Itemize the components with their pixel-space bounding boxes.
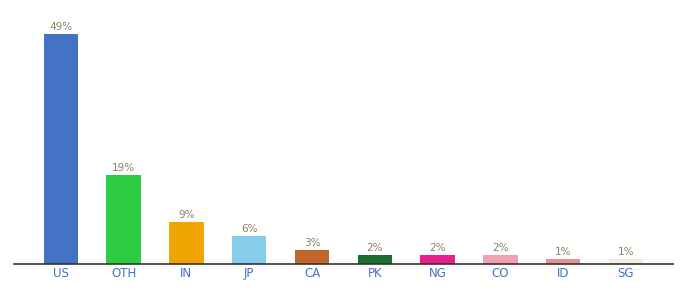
Bar [420, 255, 455, 264]
Bar [483, 255, 517, 264]
Text: 2%: 2% [492, 243, 509, 253]
Bar [106, 175, 141, 264]
Bar [294, 250, 329, 264]
Text: 1%: 1% [617, 248, 634, 257]
Text: 2%: 2% [429, 243, 446, 253]
Bar [358, 255, 392, 264]
Text: 49%: 49% [49, 22, 72, 32]
Bar [169, 222, 204, 264]
Bar [44, 34, 78, 264]
Bar [546, 259, 581, 264]
Text: 6%: 6% [241, 224, 258, 234]
Text: 19%: 19% [112, 163, 135, 173]
Text: 9%: 9% [178, 210, 194, 220]
Bar [609, 259, 643, 264]
Text: 1%: 1% [555, 248, 571, 257]
Text: 3%: 3% [304, 238, 320, 248]
Text: 2%: 2% [367, 243, 383, 253]
Bar [232, 236, 267, 264]
